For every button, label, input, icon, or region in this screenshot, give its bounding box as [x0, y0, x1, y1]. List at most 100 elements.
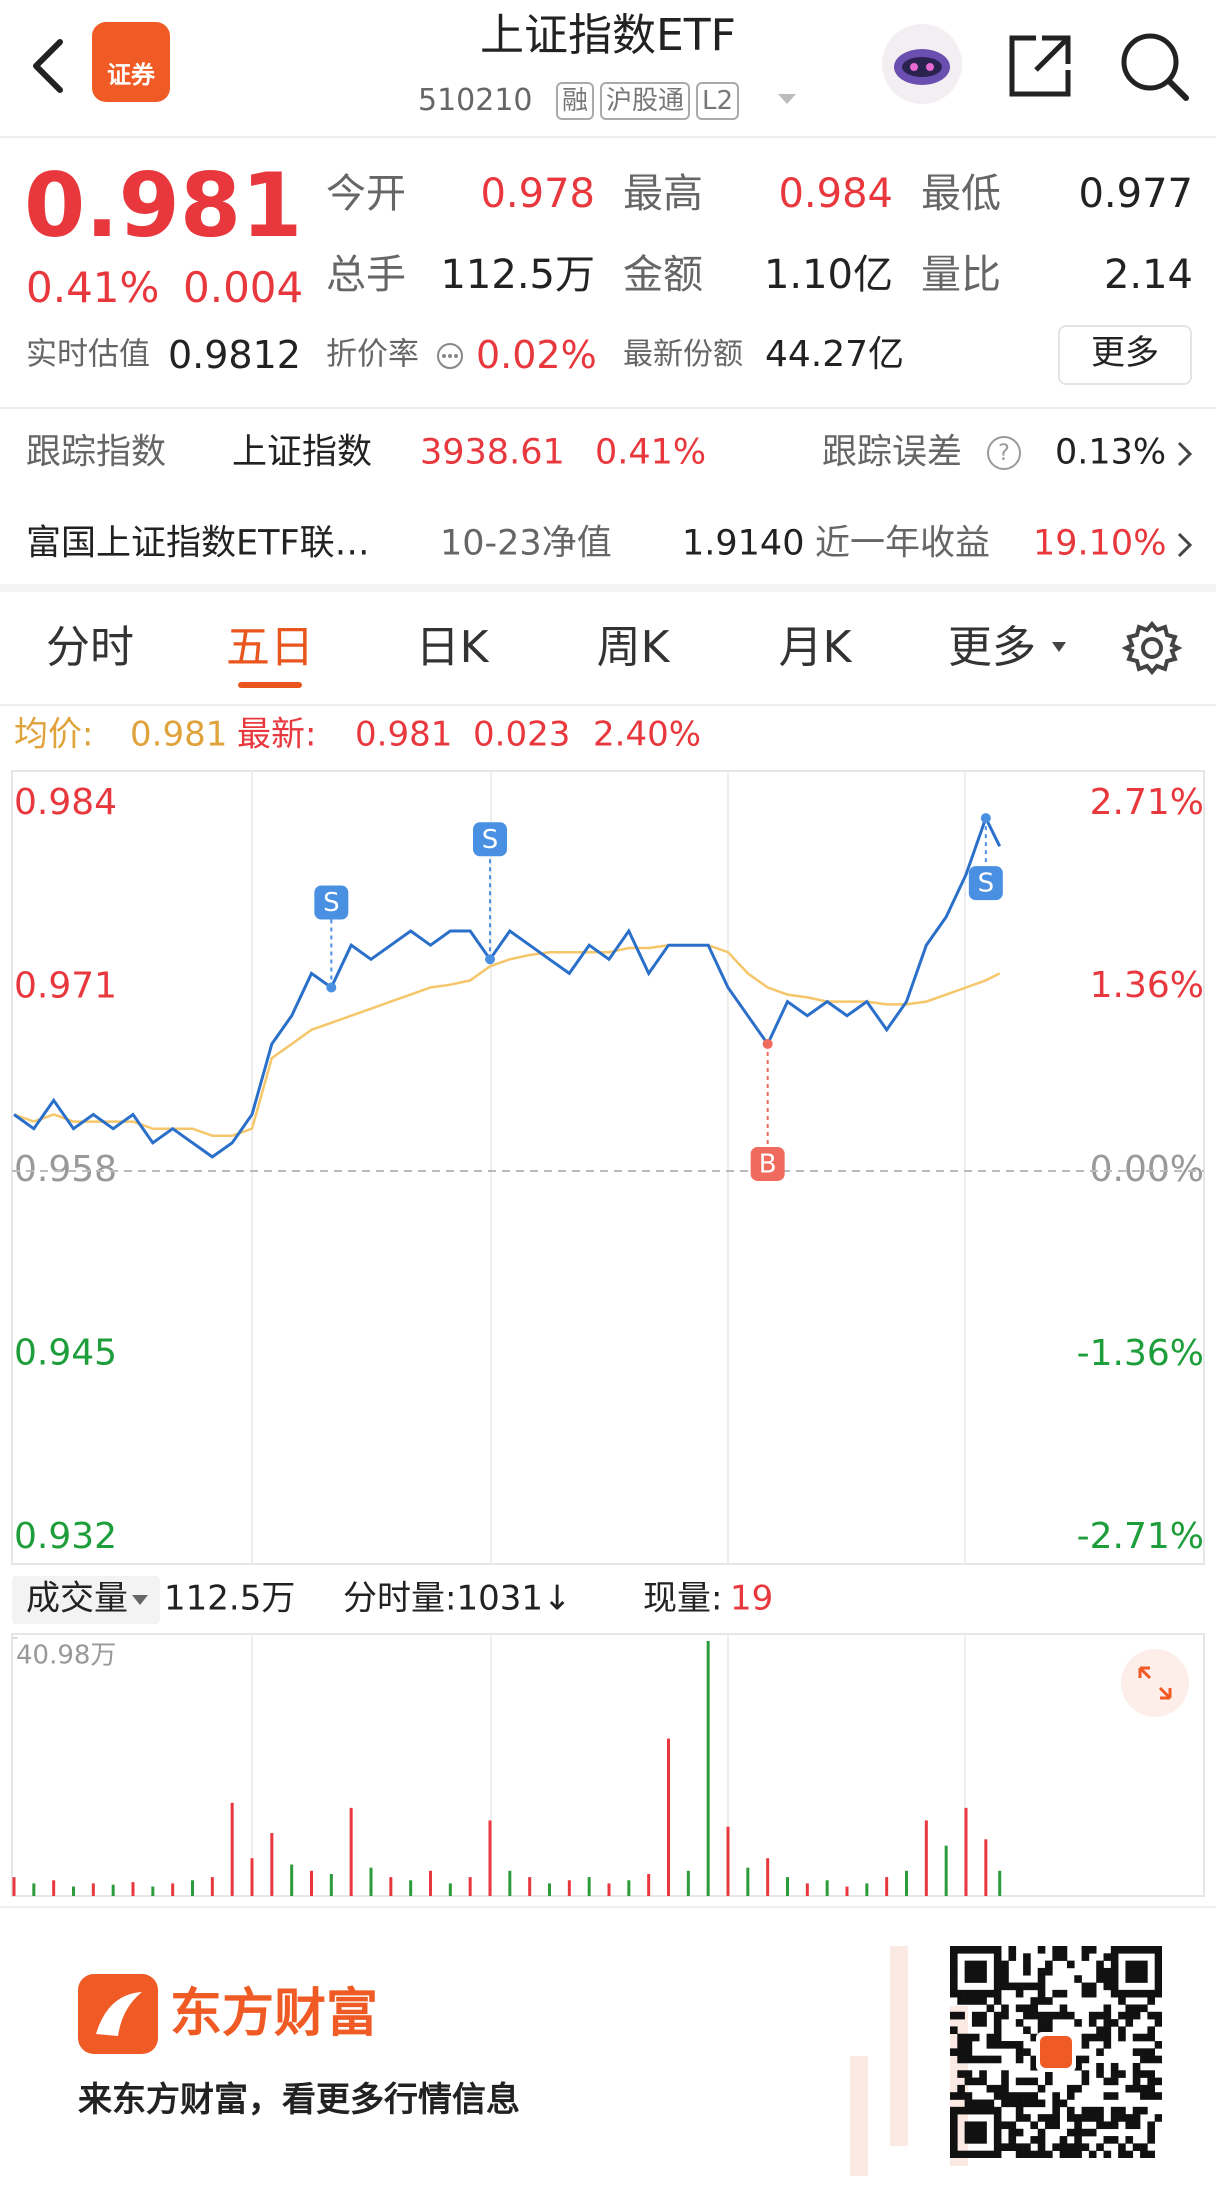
divider [0, 704, 1216, 706]
tab[interactable]: 五日 [226, 622, 314, 673]
tab[interactable]: 月K [778, 622, 852, 673]
qr-cell [1140, 1975, 1148, 1983]
stat-label: 今开 [326, 171, 406, 217]
volume-tick-label: 40.98万 [16, 1641, 116, 1671]
legend-text: 0.981 [130, 715, 227, 755]
qr-cell [1118, 2150, 1126, 2158]
qr-cell [1015, 2143, 1024, 2151]
fund-name[interactable]: 富国上证指数ETF联… [26, 523, 370, 564]
chevron[interactable] [1176, 531, 1194, 559]
qr-cell [1015, 2077, 1024, 2086]
qr-cell [1059, 1953, 1068, 1961]
qr-cell [1008, 2136, 1017, 2144]
qr-cell [1015, 2099, 1024, 2108]
code: 510210 [418, 83, 533, 118]
qr-cell [1118, 2143, 1126, 2151]
qr-logo [1040, 2036, 1072, 2068]
volume-bar [409, 1880, 413, 1896]
qr-cell [979, 2128, 987, 2137]
qr-cell [971, 2106, 980, 2115]
qr-cell [1110, 1946, 1119, 1954]
qr-cell [1023, 1982, 1031, 1991]
qr-cell [1110, 2019, 1119, 2027]
qr-cell [964, 1997, 973, 2005]
volume-bar [72, 1886, 75, 1896]
help-icon[interactable]: ? [986, 435, 1022, 471]
qr-cell [1023, 2150, 1031, 2158]
qr-cell [1045, 2114, 1053, 2122]
qr-cell [993, 1953, 1002, 1961]
qr-cell [1052, 1989, 1060, 1998]
volume-bar [32, 1883, 36, 1896]
qr-cell [1037, 2099, 1046, 2108]
info-icon[interactable] [436, 342, 464, 370]
qr-cell [1140, 1946, 1148, 1954]
qr-cell [1059, 2011, 1068, 2020]
qr-cell [1132, 2070, 1141, 2078]
volume-bar [766, 1858, 770, 1896]
assistant-avatar[interactable] [880, 22, 964, 106]
qr-cell [971, 2121, 980, 2130]
est: 0.9812 [168, 333, 301, 377]
tab[interactable]: 周K [596, 622, 670, 673]
qr-cell [1154, 2055, 1162, 2064]
qr-cell [1147, 2150, 1155, 2158]
qr-cell [957, 2055, 965, 2064]
qr-cell [950, 2136, 958, 2144]
qr-cell [1008, 1953, 1017, 1961]
expand-button[interactable] [1121, 1649, 1189, 1717]
settings-button[interactable] [1122, 618, 1182, 678]
qr-cell [1015, 2106, 1024, 2115]
volume-bar [508, 1870, 512, 1896]
y-tick-label: 0.971 [14, 966, 117, 1007]
qr-cell [1037, 1997, 1046, 2005]
share-button[interactable] [1006, 32, 1074, 100]
dropdown-arrow[interactable] [776, 92, 798, 106]
qr-cell [993, 1997, 1002, 2005]
search-button[interactable] [1118, 30, 1190, 102]
qr-cell [1074, 2128, 1082, 2137]
title: 上证指数ETF [480, 10, 736, 61]
back-button[interactable] [28, 38, 68, 94]
qr-cell [1154, 1967, 1162, 1976]
volume-bar [786, 1877, 789, 1896]
volume-bar [845, 1886, 849, 1896]
volume-bar [230, 1802, 234, 1896]
qr-cell [1103, 2019, 1112, 2027]
qr-cell [1110, 2077, 1119, 2086]
tab-underline [238, 682, 302, 688]
divider [0, 136, 1216, 138]
qr-cell [964, 2033, 973, 2042]
tab[interactable]: 分时 [46, 622, 134, 673]
qr-cell [993, 2092, 1002, 2100]
qr-cell [1132, 2062, 1141, 2071]
qr-cell [1132, 1975, 1141, 1983]
broker-logo[interactable] [92, 22, 170, 102]
stat-label: 最低 [921, 171, 1001, 217]
qr-cell [1110, 2106, 1119, 2115]
tracking-index: 上证指数 [232, 432, 373, 473]
qr-cell [1081, 2041, 1090, 2049]
qr-cell [1015, 2150, 1024, 2158]
qr-cell [1001, 2011, 1009, 2020]
qr-code[interactable] [950, 1946, 1162, 2158]
chevron[interactable] [1176, 440, 1194, 468]
volume-bar [905, 1870, 908, 1896]
qr-cell [1030, 1982, 1039, 1991]
tab[interactable]: 更多 [948, 622, 1036, 673]
qr-cell [1074, 2136, 1082, 2144]
marker-badge [314, 885, 349, 920]
qr-cell [1154, 1975, 1162, 1983]
qr-cell [986, 2084, 995, 2093]
nav-label: 10-23净值 [440, 523, 612, 564]
volume-bar [270, 1833, 274, 1896]
qr-cell [1052, 2114, 1060, 2122]
qr-cell [1037, 1982, 1046, 1991]
tab[interactable]: 日K [415, 622, 489, 673]
qr-cell [1118, 2106, 1126, 2115]
volume-bar [706, 1641, 710, 1896]
volume-bar [111, 1884, 115, 1896]
more-button[interactable] [1058, 325, 1192, 385]
qr-cell [1045, 2121, 1053, 2130]
